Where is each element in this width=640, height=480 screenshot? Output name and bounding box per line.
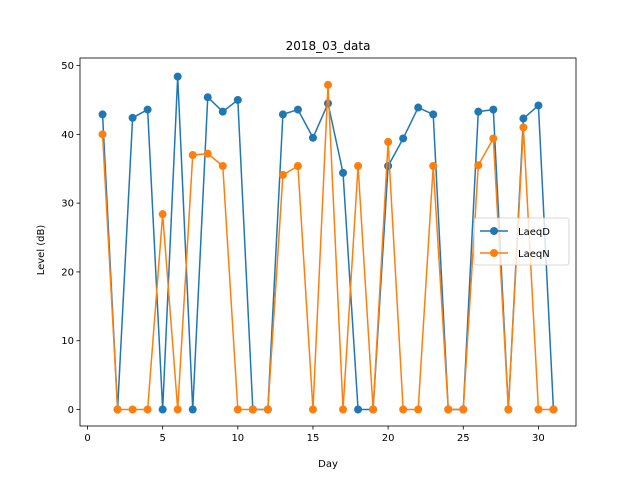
data-point <box>429 110 438 119</box>
x-tick-label: 5 <box>159 433 165 444</box>
data-point <box>504 405 513 414</box>
y-tick-label: 40 <box>61 130 74 141</box>
data-point <box>233 95 242 104</box>
data-point <box>308 405 317 414</box>
data-point <box>339 168 348 177</box>
x-axis: 0 5 10 15 20 25 30 <box>84 426 545 444</box>
data-point <box>98 110 107 119</box>
data-point <box>384 161 393 170</box>
data-point <box>128 113 137 122</box>
plot-area <box>98 72 558 414</box>
plot-frame <box>79 57 577 427</box>
data-point <box>203 93 212 102</box>
data-point <box>324 80 332 89</box>
chart-title: 2018_03_data <box>286 39 371 53</box>
data-point <box>369 405 378 414</box>
x-tick-label: 20 <box>382 433 395 444</box>
data-point <box>278 110 287 119</box>
x-tick-label: 25 <box>457 433 470 444</box>
data-point <box>218 107 227 116</box>
data-point <box>474 107 483 116</box>
data-point <box>429 161 438 170</box>
y-tick-label: 30 <box>61 199 74 210</box>
data-point <box>188 405 197 414</box>
y-axis: 0 10 20 30 40 50 <box>61 61 80 416</box>
data-point <box>203 149 212 158</box>
data-point <box>444 405 453 414</box>
data-point <box>128 405 137 414</box>
legend-label: LaeqD <box>518 227 550 238</box>
data-point <box>399 134 408 143</box>
data-point <box>459 405 468 414</box>
data-point <box>354 405 363 414</box>
legend-marker <box>490 227 498 235</box>
data-point <box>188 150 197 159</box>
data-point <box>308 133 317 142</box>
data-point <box>399 405 408 414</box>
data-point <box>519 123 528 132</box>
data-point <box>293 105 302 114</box>
y-tick-label: 20 <box>61 267 74 278</box>
data-point <box>263 405 272 414</box>
x-tick-label: 15 <box>307 433 320 444</box>
data-point <box>248 405 257 414</box>
legend-label: LaeqN <box>518 249 550 260</box>
data-point <box>519 114 528 123</box>
legend: LaeqD LaeqN <box>473 217 570 266</box>
data-point <box>324 99 332 108</box>
x-tick-label: 10 <box>231 433 244 444</box>
y-tick-label: 50 <box>61 61 74 72</box>
data-point <box>218 161 227 170</box>
data-point <box>278 170 287 179</box>
data-point <box>549 405 558 414</box>
data-point <box>339 405 348 414</box>
data-point <box>414 103 423 112</box>
data-point <box>173 405 182 414</box>
legend-item: LaeqD <box>480 227 550 238</box>
data-point <box>233 405 242 414</box>
data-point <box>384 137 393 146</box>
data-point <box>143 405 152 414</box>
x-tick-label: 0 <box>84 433 90 444</box>
data-point <box>354 161 363 170</box>
x-tick-label: 30 <box>532 433 545 444</box>
y-tick-label: 0 <box>68 405 74 416</box>
x-axis-label: Day <box>318 459 338 470</box>
data-point <box>293 161 302 170</box>
y-tick-label: 10 <box>61 336 74 347</box>
data-point <box>98 130 107 139</box>
data-point <box>534 101 543 110</box>
y-axis-label: Level (dB) <box>36 225 47 276</box>
legend-marker <box>490 249 498 257</box>
data-point <box>474 161 483 170</box>
data-point <box>414 405 423 414</box>
data-point <box>173 72 182 81</box>
series-LaeqN <box>98 80 558 414</box>
legend-item: LaeqN <box>480 249 550 260</box>
data-point <box>113 405 122 414</box>
data-point <box>489 134 498 143</box>
data-point <box>489 105 498 114</box>
data-point <box>158 405 167 414</box>
data-point <box>158 210 167 219</box>
data-point <box>534 405 543 414</box>
data-point <box>143 105 152 114</box>
